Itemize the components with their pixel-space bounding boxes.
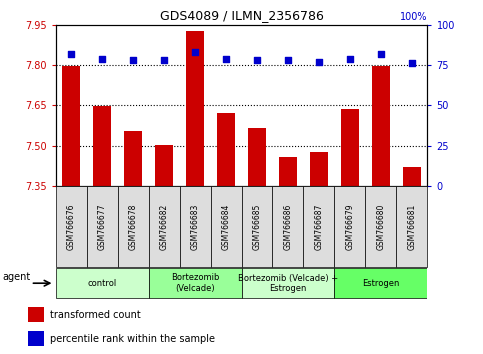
FancyBboxPatch shape (56, 186, 86, 267)
Bar (310, 152, 328, 186)
FancyBboxPatch shape (117, 186, 149, 267)
FancyBboxPatch shape (149, 268, 242, 298)
Text: Bortezomib
(Velcade): Bortezomib (Velcade) (171, 274, 219, 293)
Text: percentile rank within the sample: percentile rank within the sample (50, 333, 215, 344)
Point (346, 56, 354, 62)
Text: 100%: 100% (400, 12, 427, 22)
Bar (124, 131, 142, 186)
Bar (186, 32, 204, 186)
FancyBboxPatch shape (242, 268, 334, 298)
Text: control: control (87, 279, 117, 288)
Text: GSM766680: GSM766680 (376, 203, 385, 250)
Point (377, 51, 385, 57)
FancyBboxPatch shape (180, 186, 211, 267)
Bar (28, 307, 44, 322)
FancyBboxPatch shape (242, 186, 272, 267)
Text: GSM766683: GSM766683 (190, 203, 199, 250)
Bar (155, 145, 173, 186)
Text: GSM766681: GSM766681 (408, 204, 416, 250)
Text: GSM766676: GSM766676 (67, 203, 75, 250)
Title: GDS4089 / ILMN_2356786: GDS4089 / ILMN_2356786 (159, 9, 324, 22)
Point (315, 59, 323, 65)
Text: Bortezomib (Velcade) +
Estrogen: Bortezomib (Velcade) + Estrogen (238, 274, 338, 293)
Text: GSM766679: GSM766679 (345, 203, 355, 250)
Text: GSM766677: GSM766677 (98, 203, 107, 250)
Point (191, 49, 199, 55)
FancyBboxPatch shape (303, 186, 334, 267)
Point (129, 57, 137, 63)
FancyBboxPatch shape (56, 268, 149, 298)
Bar (372, 67, 390, 186)
Bar (28, 331, 44, 346)
FancyBboxPatch shape (366, 186, 397, 267)
Bar (217, 113, 235, 186)
FancyBboxPatch shape (211, 186, 242, 267)
Point (67, 51, 75, 57)
Text: GSM766682: GSM766682 (159, 204, 169, 250)
FancyBboxPatch shape (86, 186, 117, 267)
Point (253, 57, 261, 63)
Text: GSM766685: GSM766685 (253, 203, 261, 250)
Text: GSM766686: GSM766686 (284, 203, 293, 250)
Text: GSM766684: GSM766684 (222, 203, 230, 250)
Text: GSM766678: GSM766678 (128, 203, 138, 250)
Bar (62, 67, 80, 186)
Point (284, 57, 292, 63)
Bar (341, 109, 359, 186)
Point (222, 56, 230, 62)
Text: GSM766687: GSM766687 (314, 203, 324, 250)
FancyBboxPatch shape (334, 186, 366, 267)
FancyBboxPatch shape (272, 186, 303, 267)
Text: agent: agent (3, 272, 31, 282)
Point (408, 61, 416, 66)
Text: Estrogen: Estrogen (362, 279, 399, 288)
Point (160, 57, 168, 63)
FancyBboxPatch shape (334, 268, 427, 298)
Bar (93, 106, 112, 186)
Text: transformed count: transformed count (50, 310, 141, 320)
Bar (279, 157, 297, 186)
Bar (403, 167, 421, 186)
FancyBboxPatch shape (397, 186, 427, 267)
Bar (248, 128, 266, 186)
FancyBboxPatch shape (149, 186, 180, 267)
Point (98, 56, 106, 62)
